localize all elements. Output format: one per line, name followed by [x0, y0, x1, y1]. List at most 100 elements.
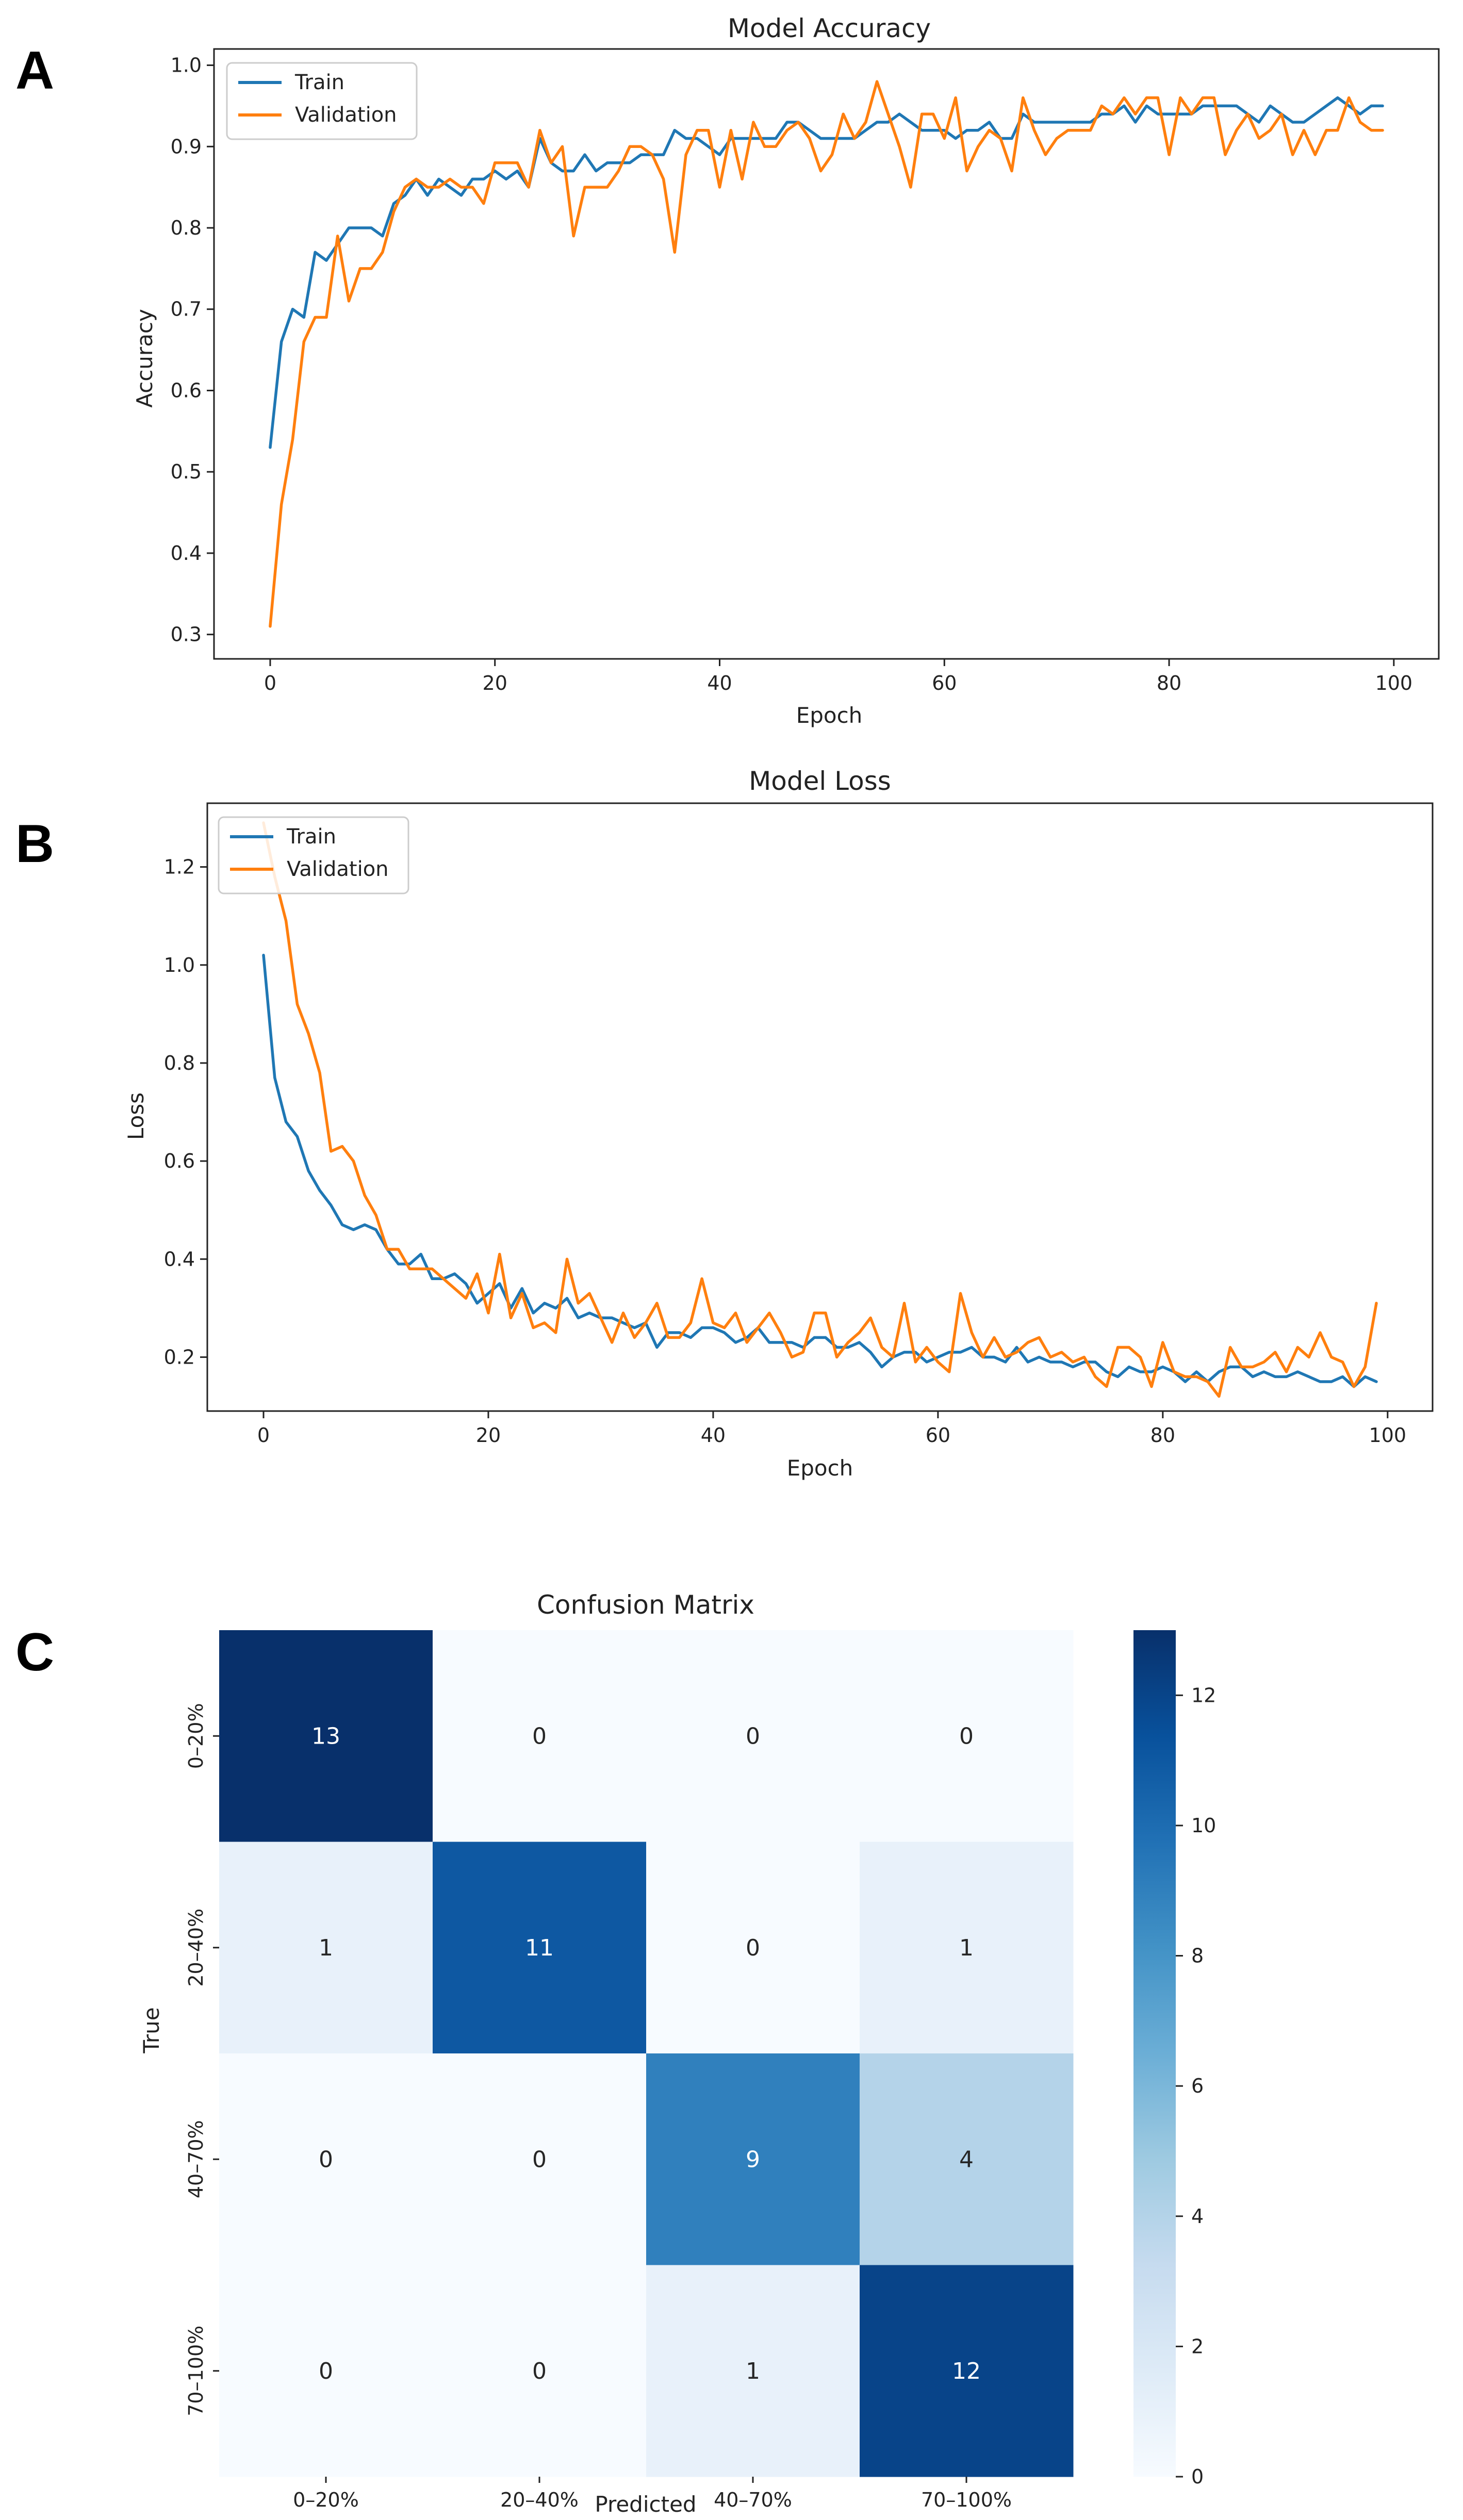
loss-legend-validation-label: Validation [287, 857, 389, 881]
confusion-matrix-heatmap: 13 0 0 01 11 0 10 0 9 40 0 1 120–20% 20–40% 40–70% 70–1… [185, 1630, 1074, 2511]
loss-chart-title: Model Loss [749, 766, 891, 796]
confusion-x-tick-label: 70–100% [921, 2489, 1012, 2511]
accuracy-validation-line [269, 80, 1384, 628]
confusion-cell [646, 1630, 860, 1842]
loss-y-tick-label: 0.4 [164, 1248, 195, 1270]
accuracy-chart-title: Model Accuracy [728, 13, 931, 43]
loss-y-tick-label: 0.2 [164, 1346, 195, 1368]
colorbar-tick-label: 2 [1191, 2335, 1204, 2358]
loss-x-axis-label: Epoch [787, 1455, 853, 1481]
accuracy-x-tick-label: 100 [1375, 672, 1413, 694]
confusion-cell-label: 1 [319, 1935, 333, 1961]
loss-y-tick-label: 1.2 [164, 856, 195, 878]
loss-y-tick-label: 1.0 [164, 954, 195, 976]
confusion-cell-label: 1 [746, 2358, 760, 2384]
colorbar-tick-label: 8 [1191, 1945, 1204, 1967]
confusion-cell-label: 0 [532, 1723, 547, 1749]
confusion-matrix-title: Confusion Matrix [537, 1590, 754, 1620]
accuracy-legend: Train Validation [226, 62, 418, 140]
accuracy-y-tick-label: 0.9 [171, 135, 202, 158]
accuracy-x-axis-label: Epoch [796, 703, 863, 728]
colorbar-tick-label: 4 [1191, 2205, 1204, 2228]
loss-y-tick-label: 0.6 [164, 1150, 195, 1172]
confusion-cell [646, 2053, 860, 2265]
accuracy-x-tick-label: 40 [707, 672, 732, 694]
confusion-y-axis-label: True [139, 2007, 164, 2053]
accuracy-y-tick-label: 0.4 [171, 542, 202, 565]
accuracy-y-tick-label: 1.0 [171, 54, 202, 77]
confusion-y-tick-label: 20–40% [185, 1909, 207, 1987]
confusion-cell [860, 2265, 1074, 2477]
confusion-y-tick-label: 70–100% [185, 2326, 207, 2416]
loss-x-tick-label: 80 [1150, 1424, 1175, 1447]
accuracy-x-tick-label: 20 [483, 672, 507, 694]
loss-validation-line [262, 821, 1378, 1398]
confusion-cell-label: 9 [746, 2146, 760, 2173]
accuracy-y-tick-label: 0.7 [171, 298, 202, 321]
loss-x-tick-label: 20 [476, 1424, 501, 1447]
accuracy-y-tick-label: 0.6 [171, 379, 202, 402]
loss-y-tick-label: 0.8 [164, 1052, 195, 1074]
confusion-cell [646, 1842, 860, 2054]
loss-x-tick-label: 60 [926, 1424, 950, 1447]
confusion-cell-label: 0 [959, 1723, 974, 1749]
confusion-x-tick-label: 0–20% [293, 2489, 359, 2511]
accuracy-legend-validation-label: Validation [295, 103, 397, 127]
accuracy-y-axis-label: Accuracy [132, 309, 157, 408]
confusion-cell [433, 2265, 647, 2477]
panel-a: A Model Accuracy 0 20 40 60 80 100 0.3 0.4 0.5 0.… [15, 13, 1440, 728]
loss-legend: Train Validation [218, 816, 409, 894]
accuracy-x-tick-label: 80 [1157, 672, 1181, 694]
confusion-cell [646, 2265, 860, 2477]
panel-letter-a: A [15, 41, 54, 101]
loss-x-tick-label: 0 [257, 1424, 270, 1447]
confusion-y-tick-label: 0–20% [185, 1703, 207, 1769]
loss-x-tick-label: 40 [701, 1424, 726, 1447]
loss-y-axis-label: Loss [123, 1092, 149, 1140]
confusion-x-tick-label: 40–70% [714, 2489, 792, 2511]
confusion-cell [219, 2265, 433, 2477]
confusion-cell-label: 0 [746, 1723, 760, 1749]
confusion-cell-label: 12 [952, 2358, 981, 2384]
confusion-cell-label: 13 [311, 1723, 340, 1749]
confusion-cell-label: 0 [319, 2358, 333, 2384]
confusion-x-tick-label: 20–40% [500, 2489, 579, 2511]
colorbar [1133, 1630, 1176, 2477]
colorbar-tick-label: 12 [1191, 1684, 1216, 1706]
panel-c: C Confusion Matrix 13 0 0 01 11 0 10 0 9 40 0 1 120–… [15, 1590, 1216, 2517]
confusion-y-tick-label: 40–70% [185, 2120, 207, 2198]
confusion-cell [860, 1630, 1074, 1842]
accuracy-y-tick-label: 0.8 [171, 217, 202, 239]
accuracy-y-tick-label: 0.3 [171, 623, 202, 646]
confusion-cell [219, 2053, 433, 2265]
confusion-cell [433, 1842, 647, 2054]
confusion-cell-label: 0 [746, 1935, 760, 1961]
confusion-cell [433, 1630, 647, 1842]
confusion-x-axis-label: Predicted [595, 2492, 696, 2517]
confusion-cell-label: 0 [532, 2358, 547, 2384]
loss-legend-train-label: Train [286, 825, 336, 849]
accuracy-plot: 0 20 40 60 80 100 0.3 0.4 0.5 0.6 0.7 0.8 0.9 1.0 [171, 48, 1440, 694]
confusion-cell-label: 4 [959, 2146, 974, 2173]
accuracy-legend-train-label: Train [294, 71, 344, 94]
accuracy-train-line [269, 96, 1384, 449]
colorbar-tick-label: 0 [1191, 2465, 1204, 2488]
accuracy-y-tick-label: 0.5 [171, 460, 202, 483]
accuracy-plot-frame [213, 48, 1440, 660]
confusion-cell-label: 11 [525, 1935, 554, 1961]
panel-letter-b: B [15, 814, 54, 874]
panel-b: B Model Loss 0 20 40 60 80 100 0.2 0.4 0.6 0.8 1.0… [15, 766, 1434, 1481]
colorbar-tick-label: 10 [1191, 1814, 1216, 1837]
confusion-cell [219, 1630, 433, 1842]
confusion-cell-label: 1 [959, 1935, 974, 1961]
accuracy-x-tick-label: 60 [932, 672, 957, 694]
confusion-cell [219, 1842, 433, 2054]
confusion-cell-label: 0 [532, 2146, 547, 2173]
loss-plot-frame [206, 802, 1434, 1412]
panel-letter-c: C [15, 1622, 54, 1682]
loss-x-tick-label: 100 [1369, 1424, 1407, 1447]
loss-plot: 0 20 40 60 80 100 0.2 0.4 0.6 0.8 1.0 1.2 [164, 802, 1434, 1447]
confusion-cell [433, 2053, 647, 2265]
confusion-cell [860, 1842, 1074, 2054]
